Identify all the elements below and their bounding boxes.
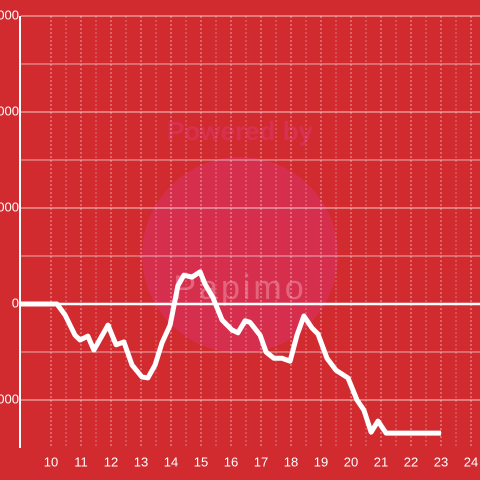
x-tick-label: 24 <box>464 454 478 469</box>
y-tick-label: 2,000 <box>0 199 19 214</box>
x-tick-label: 17 <box>254 454 268 469</box>
x-tick-label: 19 <box>314 454 328 469</box>
y-tick-label: -2,000 <box>0 391 19 406</box>
x-tick-label: 11 <box>74 454 88 469</box>
y-tick-label: 4,000 <box>0 103 19 118</box>
x-tick-label: 20 <box>344 454 358 469</box>
x-tick-label: 22 <box>404 454 418 469</box>
x-tick-label: 13 <box>134 454 148 469</box>
x-tick-label: 14 <box>164 454 178 469</box>
x-tick-label: 15 <box>194 454 208 469</box>
y-tick-label: 0 <box>12 295 19 310</box>
x-tick-label: 16 <box>224 454 238 469</box>
x-tick-label: 23 <box>434 454 448 469</box>
x-tick-label: 12 <box>104 454 118 469</box>
y-tick-label: 6,000 <box>0 7 19 22</box>
watermark-text: Powered by <box>167 116 313 146</box>
x-tick-label: 21 <box>374 454 388 469</box>
x-tick-label: 18 <box>284 454 298 469</box>
x-tick-label: 10 <box>44 454 58 469</box>
data-line <box>21 269 441 436</box>
